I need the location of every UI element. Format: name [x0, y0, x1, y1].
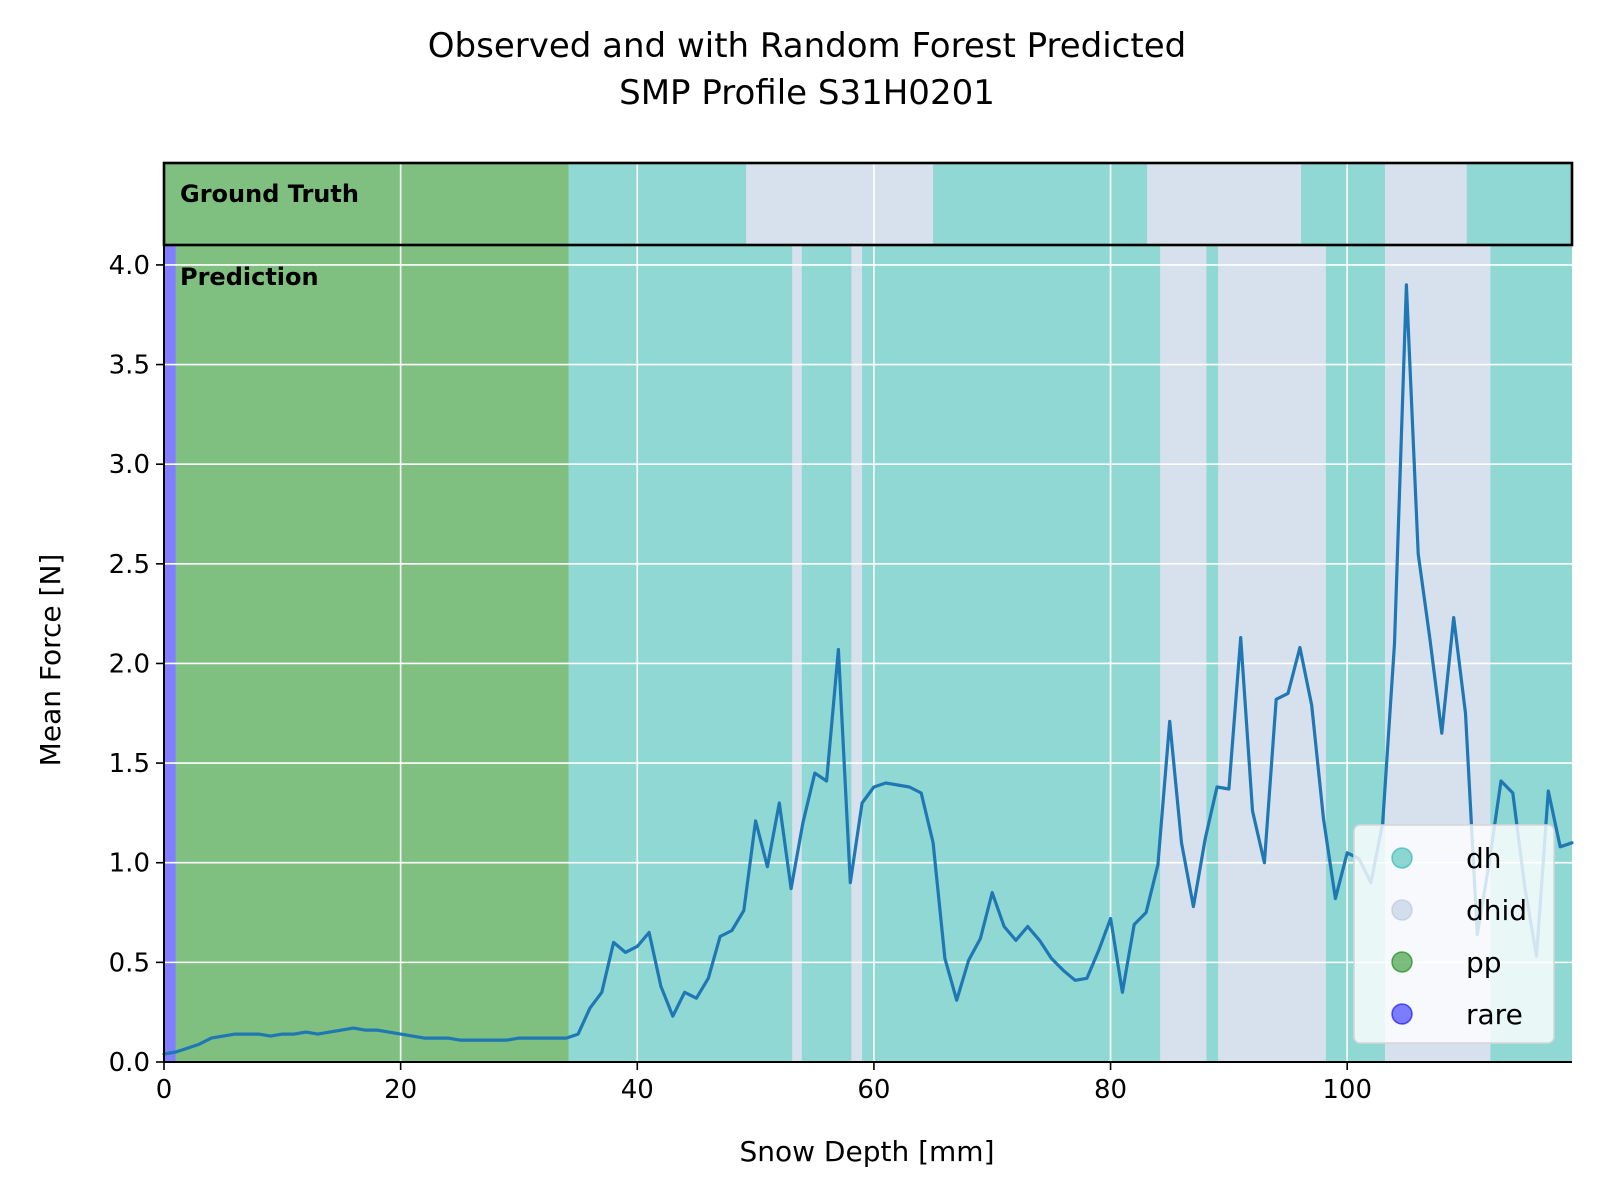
y-tick-label: 1.5 [109, 749, 150, 779]
x-tick-label: 40 [621, 1075, 654, 1105]
ground-truth-band-dh [568, 163, 747, 245]
y-tick-label: 0.0 [109, 1048, 150, 1078]
y-axis-title: Mean Force [N] [34, 554, 67, 767]
ground-truth-band-dh [1301, 163, 1386, 245]
ground-truth-band-dhid [746, 163, 934, 245]
ground-truth-band-pp [164, 163, 569, 245]
ground-truth-band-dhid [1147, 163, 1302, 245]
prediction-label: Prediction [180, 263, 319, 291]
y-tick-label: 3.0 [109, 450, 150, 480]
legend-marker-rare [1391, 1003, 1413, 1025]
prediction-band-dhid [792, 245, 802, 1062]
y-tick-label: 0.5 [109, 948, 150, 978]
y-tick-label: 4.0 [109, 251, 150, 281]
prediction-band-dhid [851, 245, 863, 1062]
y-tick-label: 1.0 [109, 849, 150, 879]
prediction-band-dhid [1160, 245, 1207, 1062]
legend-label-rare: rare [1466, 998, 1523, 1031]
prediction-band-dh [801, 245, 852, 1062]
ground-truth-band-dh [933, 163, 1148, 245]
chart-subtitle: SMP Profile S31H0201 [619, 73, 995, 113]
force-profile-line [162, 283, 1574, 1056]
y-tick-label: 3.5 [109, 351, 150, 381]
y-tick-label: 2.5 [109, 550, 150, 580]
ground-truth-band-dhid [1385, 163, 1467, 245]
ground-truth-band-dh [1466, 163, 1572, 245]
legend-label-dhid: dhid [1466, 894, 1527, 927]
series-line-group [162, 283, 1574, 1056]
legend-marker-pp [1391, 951, 1413, 973]
x-axis-title: Snow Depth [mm] [739, 1135, 994, 1168]
legend-label-pp: pp [1466, 946, 1502, 979]
prediction-band-dhid [1218, 245, 1326, 1062]
x-tick-label: 60 [857, 1075, 890, 1105]
tick-group: 0 20 40 60 80 100 0.0 0.5 1.0 1.5 2.0 2.5 3.0 3.5 4.0 [109, 251, 1372, 1105]
prediction-band-rare [164, 245, 176, 1062]
axes-frame [162, 161, 1574, 1063]
legend-label-dh: dh [1466, 842, 1502, 875]
ground-truth-label: Ground Truth [180, 180, 359, 208]
grid [164, 163, 1572, 1062]
prediction-band-dh [1206, 245, 1219, 1062]
prediction-band-dh [568, 245, 793, 1062]
class-bands [164, 163, 1572, 1062]
legend-marker-dh [1391, 847, 1413, 869]
x-tick-label: 100 [1322, 1075, 1372, 1105]
x-tick-label: 20 [384, 1075, 417, 1105]
legend-marker-dhid [1391, 899, 1413, 921]
legend: dh dhid pp rare [1353, 824, 1555, 1044]
x-tick-label: 0 [156, 1075, 173, 1105]
y-tick-label: 2.0 [109, 649, 150, 679]
chart-title: Observed and with Random Forest Predicte… [428, 26, 1186, 66]
prediction-band-pp [175, 245, 569, 1062]
ground-truth-frame [162, 161, 1574, 247]
legend-box [1353, 824, 1555, 1044]
x-tick-label: 80 [1094, 1075, 1127, 1105]
